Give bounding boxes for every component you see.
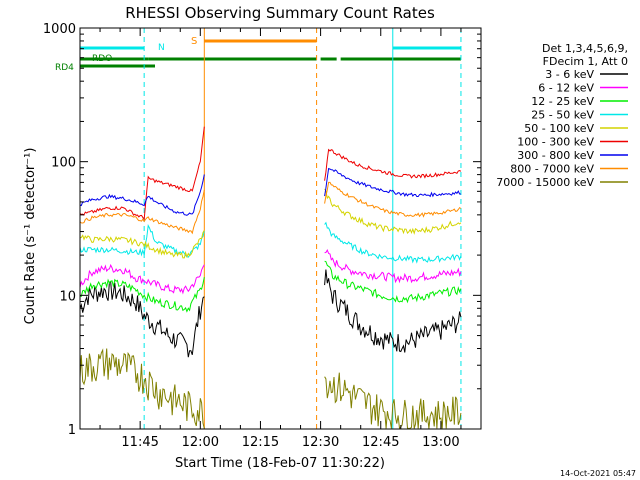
legend-label: 7000 - 15000 keV (496, 176, 594, 189)
x-tick-label: 13:00 (422, 435, 459, 450)
series-line (79, 126, 205, 221)
legend-label: 800 - 7000 keV (510, 163, 594, 176)
x-tick-label: 11:45 (121, 435, 158, 450)
series-line (324, 188, 462, 235)
series-line (79, 263, 205, 295)
series-line (324, 181, 462, 218)
series-line (324, 248, 462, 284)
series-line (324, 148, 462, 181)
series-line (324, 167, 461, 198)
y-axis-label: Count Rate (s⁻¹ detector⁻¹) (23, 148, 38, 325)
y-tick-label: 100 (51, 156, 76, 171)
x-tick-label: 12:30 (302, 435, 339, 450)
y-tick-label: 10 (59, 289, 76, 304)
legend-label: 3 - 6 keV (545, 68, 594, 81)
series-line (79, 277, 205, 313)
series-line (324, 269, 462, 353)
series-line (79, 281, 205, 358)
legend-label: 6 - 12 keV (538, 82, 594, 95)
x-tick-label: 12:00 (182, 435, 219, 450)
flag-label-rdo: RDO (92, 54, 112, 64)
series-line (324, 221, 462, 264)
y-tick-label: 1000 (43, 22, 76, 37)
x-axis-label: Start Time (18-Feb-07 11:30:22) (175, 456, 385, 471)
instrument-flags (80, 39, 461, 68)
generation-timestamp: 14-Oct-2021 05:47 (560, 469, 636, 478)
series-lines (79, 126, 462, 430)
series-line (79, 229, 205, 259)
legend-label: 100 - 300 keV (517, 136, 594, 149)
series-line (79, 189, 205, 235)
legend-label: 300 - 800 keV (517, 149, 594, 162)
series-line (324, 372, 462, 430)
flag-label-s: S (191, 36, 197, 47)
series-line (79, 224, 205, 258)
series-line (324, 260, 462, 304)
flag-label-n: N (158, 43, 165, 53)
legend-label: 25 - 50 keV (531, 109, 594, 122)
x-tick-label: 12:45 (362, 435, 399, 450)
series-line (79, 348, 205, 429)
series-line (79, 174, 205, 216)
legend-label: 12 - 25 keV (531, 95, 594, 108)
y-tick-label: 1 (68, 423, 76, 438)
axes: 1 10 100 1000 11:45 12:00 12:15 12:30 12:45 13:00 (43, 22, 482, 450)
legend-header-line-1: Det 1,3,4,5,6,9, (542, 42, 628, 55)
legend-header-line-2: FDecim 1, Att 0 (543, 55, 628, 68)
flag-label-rd4: RD4 (55, 63, 74, 73)
x-tick-label: 12:15 (242, 435, 279, 450)
chart-title: RHESSI Observing Summary Count Rates (125, 4, 435, 22)
legend-label: 50 - 100 keV (524, 122, 594, 135)
